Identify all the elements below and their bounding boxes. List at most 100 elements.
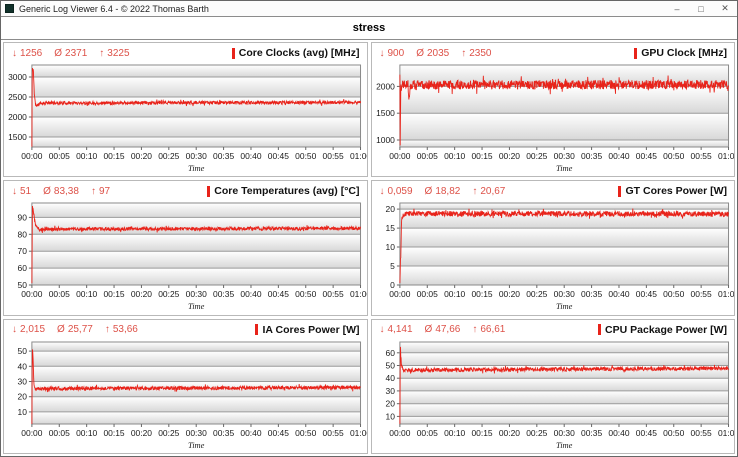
svg-text:00:10: 00:10 xyxy=(76,289,97,299)
window-titlebar: Generic Log Viewer 6.4 - © 2022 Thomas B… xyxy=(1,1,737,16)
stat-max-value: 53,66 xyxy=(112,324,138,336)
svg-text:00:20: 00:20 xyxy=(498,151,519,161)
stat-min-value: 2,015 xyxy=(20,324,46,336)
svg-text:00:50: 00:50 xyxy=(663,289,684,299)
svg-text:00:10: 00:10 xyxy=(444,151,465,161)
max-arrow-icon: ↑ xyxy=(472,185,478,197)
dataset-title: stress xyxy=(1,16,737,40)
svg-text:00:15: 00:15 xyxy=(103,151,124,161)
svg-text:00:10: 00:10 xyxy=(444,289,465,299)
svg-text:01:00: 01:00 xyxy=(717,428,734,438)
svg-text:00:25: 00:25 xyxy=(158,428,179,438)
chart-canvas-core-clocks[interactable]: 1500 2000 2500 3000 00:00 00:05 00:10 00:15 00:2… xyxy=(4,61,367,174)
svg-text:0: 0 xyxy=(390,280,395,290)
close-button[interactable]: ✕ xyxy=(721,3,729,13)
svg-text:00:40: 00:40 xyxy=(240,428,261,438)
svg-text:80: 80 xyxy=(18,230,28,240)
panel-header: ↓ 1256 Ø 2371 ↑ 3225 Core Clocks (avg) [MHz… xyxy=(4,43,367,60)
min-arrow-icon: ↓ xyxy=(12,324,17,336)
svg-text:30: 30 xyxy=(18,376,28,386)
chart-canvas-cpu-package-power[interactable]: 10 20 30 40 50 60 00:00 00:05 00:10 00:15 00:20 00:… xyxy=(372,338,735,451)
chart-title-group: Core Temperatures (avg) [°C] xyxy=(207,185,360,197)
stat-min-value: 4,141 xyxy=(387,324,413,336)
svg-text:00:25: 00:25 xyxy=(526,289,547,299)
svg-text:Time: Time xyxy=(188,440,205,450)
chart-title-group: GT Cores Power [W] xyxy=(618,185,727,197)
avg-icon: Ø xyxy=(416,47,424,59)
chart-stats: ↓ 51 Ø 83,38 ↑ 97 xyxy=(12,186,110,197)
svg-text:00:55: 00:55 xyxy=(690,151,711,161)
svg-text:00:50: 00:50 xyxy=(663,151,684,161)
legend-marker xyxy=(618,185,622,197)
chart-panel-gt-cores-power: ↓ 0,059 Ø 18,82 ↑ 20,67 GT Cores Power [W] … xyxy=(370,180,735,316)
app-icon xyxy=(5,4,14,13)
svg-text:00:45: 00:45 xyxy=(635,289,656,299)
maximize-button[interactable]: □ xyxy=(698,3,704,14)
svg-text:00:50: 00:50 xyxy=(295,151,316,161)
chart-canvas-gt-cores-power[interactable]: 0 5 10 15 20 00:00 00:05 00:10 00:15 00:20 00:25 00… xyxy=(372,199,735,312)
svg-text:Time: Time xyxy=(555,440,572,450)
svg-text:00:35: 00:35 xyxy=(213,428,234,438)
svg-text:00:25: 00:25 xyxy=(526,151,547,161)
svg-text:30: 30 xyxy=(385,386,395,396)
svg-text:00:35: 00:35 xyxy=(213,289,234,299)
svg-text:60: 60 xyxy=(385,347,395,357)
svg-text:60: 60 xyxy=(18,263,28,273)
chart-canvas-gpu-clock[interactable]: 1000 1500 2000 00:00 00:05 00:10 00:15 00:20 00:… xyxy=(372,61,735,174)
panel-header: ↓ 4,141 Ø 47,66 ↑ 66,61 CPU Package Power [… xyxy=(372,320,735,337)
svg-text:00:35: 00:35 xyxy=(581,151,602,161)
avg-icon: Ø xyxy=(424,324,433,336)
max-arrow-icon: ↑ xyxy=(461,47,467,59)
stat-max-value: 2350 xyxy=(469,47,492,59)
svg-text:40: 40 xyxy=(18,361,28,371)
chart-panel-gpu-clock: ↓ 900 Ø 2035 ↑ 2350 GPU Clock [MHz] 1000 150… xyxy=(370,42,735,178)
max-arrow-icon: ↑ xyxy=(90,185,96,197)
max-arrow-icon: ↑ xyxy=(99,47,105,59)
svg-text:00:40: 00:40 xyxy=(608,428,629,438)
svg-text:00:20: 00:20 xyxy=(498,428,519,438)
min-arrow-icon: ↓ xyxy=(379,47,385,59)
svg-text:00:45: 00:45 xyxy=(635,151,656,161)
svg-text:10: 10 xyxy=(385,242,395,252)
svg-text:00:55: 00:55 xyxy=(323,428,344,438)
chart-title: Core Clocks (avg) [MHz] xyxy=(238,47,360,59)
svg-text:00:35: 00:35 xyxy=(213,151,234,161)
svg-text:00:45: 00:45 xyxy=(635,428,656,438)
svg-text:Time: Time xyxy=(188,163,205,173)
legend-marker xyxy=(231,47,235,59)
chart-title-group: Core Clocks (avg) [MHz] xyxy=(231,47,360,59)
minimize-button[interactable]: – xyxy=(674,3,680,14)
svg-text:Time: Time xyxy=(555,163,572,173)
svg-text:2500: 2500 xyxy=(8,92,27,102)
panel-header: ↓ 0,059 Ø 18,82 ↑ 20,67 GT Cores Power [W] xyxy=(372,181,735,198)
window-controls: – □ ✕ xyxy=(665,1,737,16)
svg-text:00:00: 00:00 xyxy=(389,428,410,438)
avg-icon: Ø xyxy=(54,47,63,59)
chart-title: CPU Package Power [W] xyxy=(605,323,727,336)
max-arrow-icon: ↑ xyxy=(104,324,110,336)
chart-title-group: IA Cores Power [W] xyxy=(255,323,360,336)
svg-text:00:30: 00:30 xyxy=(186,289,207,299)
svg-text:Time: Time xyxy=(188,301,205,311)
chart-title: IA Cores Power [W] xyxy=(262,323,360,336)
chart-title-group: CPU Package Power [W] xyxy=(598,324,727,336)
svg-text:00:30: 00:30 xyxy=(553,428,574,438)
svg-text:1000: 1000 xyxy=(376,135,395,145)
svg-text:00:00: 00:00 xyxy=(389,151,410,161)
svg-text:00:40: 00:40 xyxy=(240,289,261,299)
svg-text:00:05: 00:05 xyxy=(49,428,70,438)
chart-canvas-ia-cores-power[interactable]: 10 20 30 40 50 00:00 00:05 00:10 00:15 00:20 00:25… xyxy=(4,338,367,451)
svg-text:00:15: 00:15 xyxy=(103,428,124,438)
stat-max-value: 20,67 xyxy=(480,185,506,197)
svg-text:00:20: 00:20 xyxy=(131,289,152,299)
min-arrow-icon: ↓ xyxy=(12,47,17,59)
svg-text:15: 15 xyxy=(385,223,395,233)
stat-avg-value: 47,66 xyxy=(435,324,461,336)
min-arrow-icon: ↓ xyxy=(12,185,17,197)
chart-canvas-core-temperatures[interactable]: 50 60 70 80 90 00:00 00:05 00:10 00:15 00:20 00:25… xyxy=(4,199,367,312)
svg-text:01:00: 01:00 xyxy=(717,151,734,161)
svg-text:00:05: 00:05 xyxy=(416,151,437,161)
svg-text:00:05: 00:05 xyxy=(416,289,437,299)
svg-text:3000: 3000 xyxy=(8,72,27,82)
